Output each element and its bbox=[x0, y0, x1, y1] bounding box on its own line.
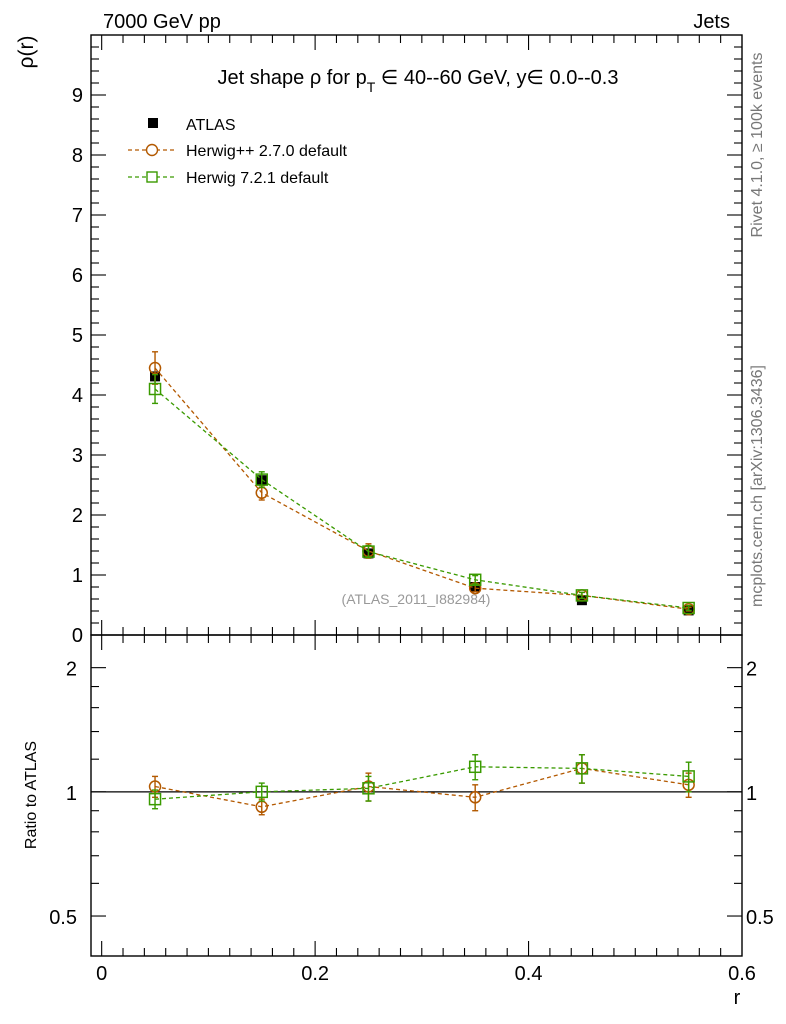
main-y-tick-label: 2 bbox=[72, 505, 83, 527]
ratio-point-herwig7 bbox=[575, 762, 589, 775]
x-tick-label: 0.4 bbox=[515, 963, 543, 985]
analysis-watermark: (ATLAS_2011_I882984) bbox=[342, 591, 491, 607]
chart-title: Jet shape ρ for pT ∈ 40--60 GeV, y∈ 0.0-… bbox=[218, 67, 619, 95]
legend-label-atlas: ATLAS bbox=[186, 117, 236, 134]
ratio-line-herwig7 bbox=[154, 766, 689, 800]
legend-marker-atlas bbox=[148, 118, 158, 128]
ratio-point-herwig7 bbox=[148, 792, 162, 806]
main-line-herwig7 bbox=[154, 388, 689, 609]
main-y-tick-label: 5 bbox=[72, 325, 83, 347]
header-process: Jets bbox=[693, 11, 730, 33]
x-tick-label: 0 bbox=[96, 963, 107, 985]
main-point-herwigpp bbox=[148, 361, 162, 375]
main-series-herwig7 bbox=[148, 373, 695, 615]
main-point-herwig7 bbox=[362, 545, 375, 558]
main-y-tick-label: 9 bbox=[72, 85, 83, 107]
title-prefix: Jet shape ρ for p bbox=[218, 67, 367, 89]
main-point-herwig7 bbox=[468, 573, 482, 587]
main-y-tick-label: 1 bbox=[72, 565, 83, 587]
ratio-y-tick-label-left: 0.5 bbox=[49, 907, 77, 929]
ratio-y-tick-label-right: 2 bbox=[746, 659, 757, 681]
tick-labels: 0 1 2 3 4 5 6 7 8 9 0.5 0.5 1 1 2 2 0 0.2 0.4 0.6 bbox=[49, 85, 774, 985]
rivet-version-label: Rivet 4.1.0, ≥ 100k events bbox=[749, 53, 766, 238]
title-subscript: T bbox=[367, 79, 376, 95]
main-y-tick-label: 6 bbox=[72, 265, 83, 287]
ratio-y-tick-label-right: 0.5 bbox=[746, 907, 774, 929]
main-y-tick-label: 0 bbox=[72, 625, 83, 647]
legend-marker-herwig7 bbox=[146, 171, 158, 183]
legend-label-herwigpp: Herwig++ 2.7.0 default bbox=[186, 143, 348, 160]
main-y-tick-label: 4 bbox=[72, 385, 83, 407]
main-series-data bbox=[150, 371, 694, 616]
series-layer bbox=[148, 351, 695, 816]
ratio-point-herwigpp bbox=[468, 791, 482, 804]
main-series-herwigpp bbox=[148, 351, 695, 616]
main-point-herwig7 bbox=[575, 589, 589, 602]
legend-label-herwig7: Herwig 7.2.1 default bbox=[186, 170, 329, 187]
x-axis-label: r bbox=[734, 987, 741, 1009]
mcplots-label: mcplots.cern.ch [arXiv:1306.3436] bbox=[749, 365, 766, 607]
header-energy: 7000 GeV pp bbox=[103, 11, 221, 33]
main-y-tick-label: 3 bbox=[72, 445, 83, 467]
x-tick-label: 0.6 bbox=[728, 963, 756, 985]
ratio-panel-frame bbox=[90, 634, 743, 957]
ratio-y-axis-label: Ratio to ATLAS bbox=[23, 741, 40, 849]
main-y-tick-label: 7 bbox=[72, 205, 83, 227]
title-range: ∈ 40--60 GeV, y∈ 0.0--0.3 bbox=[375, 67, 618, 89]
main-point-herwig7 bbox=[148, 382, 162, 396]
axis-ticks bbox=[91, 35, 742, 956]
ratio-y-tick-label-right: 1 bbox=[746, 783, 757, 805]
legend: ATLAS Herwig++ 2.7.0 default Herwig 7.2.… bbox=[128, 117, 348, 187]
main-y-tick-label: 8 bbox=[72, 145, 83, 167]
x-tick-label: 0.2 bbox=[301, 963, 329, 985]
ratio-point-herwig7 bbox=[362, 782, 375, 795]
main-point-herwig7 bbox=[682, 601, 695, 615]
ratio-series-herwigpp bbox=[148, 754, 695, 816]
ratio-series-herwig7 bbox=[148, 754, 695, 810]
main-line-herwigpp bbox=[154, 367, 689, 610]
ratio-y-tick-label-left: 2 bbox=[66, 659, 77, 681]
ratio-point-herwig7 bbox=[682, 770, 695, 783]
legend-marker-herwigpp bbox=[145, 143, 159, 157]
main-y-axis-label: ρ(r) bbox=[15, 36, 38, 69]
ratio-y-tick-label-left: 1 bbox=[66, 783, 77, 805]
main-point-herwig7 bbox=[255, 473, 269, 486]
ratio-line-herwigpp bbox=[154, 767, 689, 808]
ratio-point-herwig7 bbox=[255, 785, 269, 799]
ratio-point-herwig7 bbox=[468, 760, 482, 774]
